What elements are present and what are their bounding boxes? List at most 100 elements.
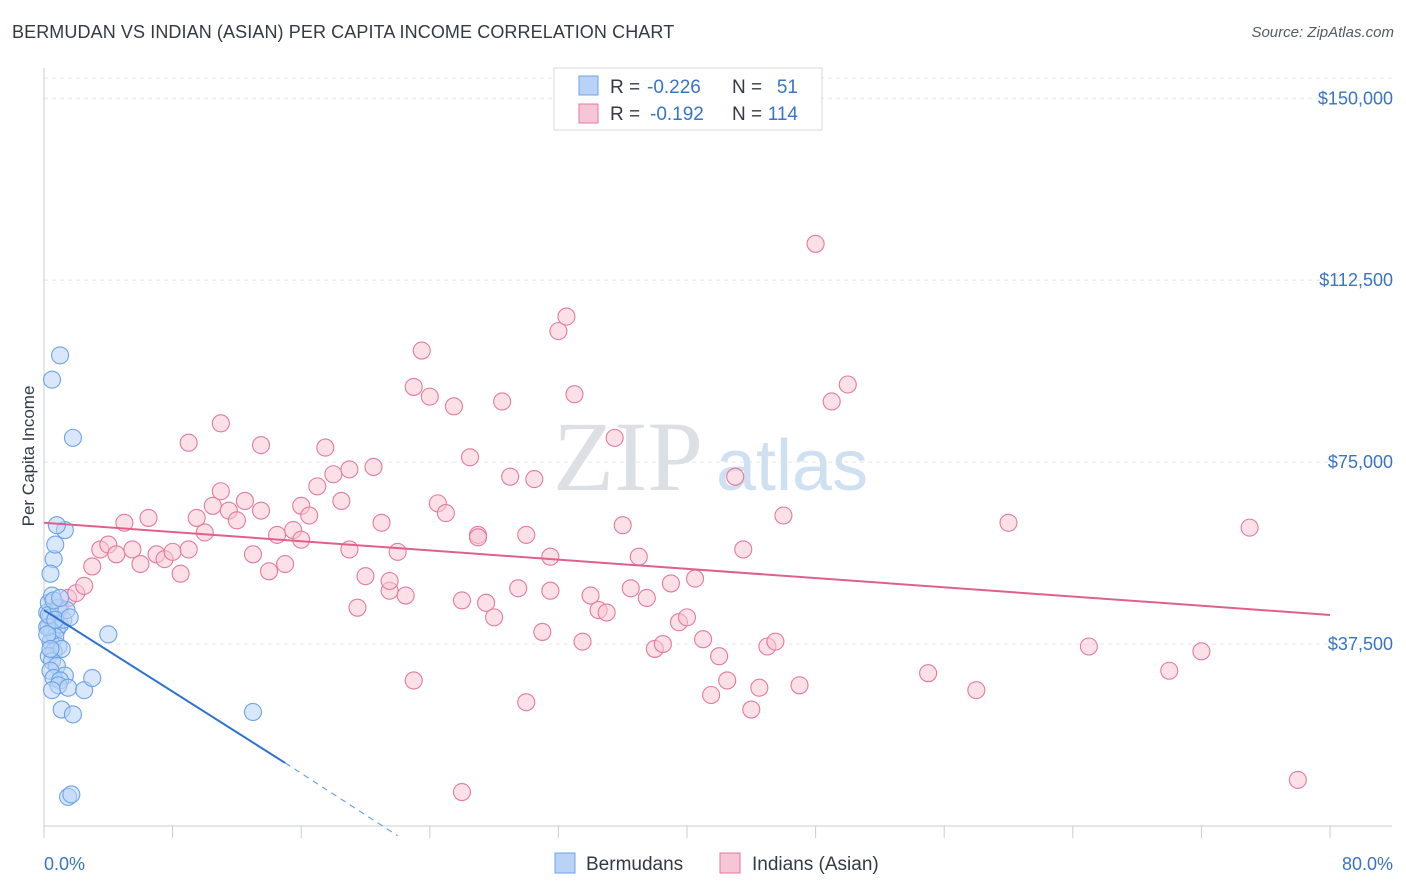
- y-tick-label: $150,000: [1318, 88, 1393, 108]
- indian-point: [235, 491, 254, 510]
- legend-swatch-bermudans: [578, 75, 599, 96]
- indian-point: [452, 782, 472, 802]
- x-tick-label: 0.0%: [44, 854, 85, 874]
- watermark: ZIP atlas: [553, 401, 868, 512]
- indian-point: [348, 598, 367, 617]
- indian-point: [1288, 770, 1307, 789]
- bermudan-point: [243, 702, 263, 722]
- indian-point: [460, 448, 480, 467]
- indian-point: [75, 576, 94, 595]
- legend: R = -0.226 N = 51 R = -0.192 N = 114: [553, 67, 823, 131]
- indian-point: [541, 581, 560, 600]
- indian-point: [999, 513, 1018, 532]
- bottom-legend-swatch-bermudans: [554, 852, 576, 874]
- y-tick-label: $37,500: [1328, 634, 1393, 654]
- indian-point: [685, 569, 705, 588]
- indian-point: [509, 579, 528, 598]
- indian-point: [838, 375, 857, 394]
- bermudan-point: [47, 516, 66, 535]
- legend-r-label: R =: [610, 104, 640, 125]
- indian-point: [259, 562, 279, 581]
- indian-point: [364, 457, 383, 477]
- indian-point: [1192, 642, 1211, 661]
- bermudan-point: [41, 564, 60, 583]
- bermudan-point: [63, 428, 82, 447]
- legend-r-label: R =: [610, 77, 640, 98]
- indian-point: [718, 671, 737, 690]
- indian-point: [356, 567, 375, 586]
- indian-point: [308, 477, 327, 496]
- bermudan-point: [42, 681, 62, 700]
- indian-point: [621, 579, 640, 598]
- indian-point: [525, 470, 544, 489]
- indian-point: [468, 528, 488, 547]
- indian-point: [774, 506, 793, 525]
- bermudan-point: [59, 678, 78, 697]
- indian-point: [919, 664, 938, 683]
- y-tick-label: $75,000: [1328, 452, 1393, 472]
- indian-point: [115, 513, 134, 532]
- indian-point: [404, 377, 423, 396]
- legend-n-value: 51: [777, 77, 798, 98]
- indian-point: [452, 591, 472, 610]
- axes: [43, 68, 1392, 838]
- indian-point: [1079, 637, 1098, 656]
- indian-point: [637, 588, 656, 608]
- indian-point: [123, 540, 142, 559]
- indian-point: [187, 508, 206, 527]
- indian-point: [83, 557, 102, 576]
- legend-n-label: N =: [732, 104, 762, 125]
- legend-n-value: 114: [768, 104, 799, 125]
- bottom-legend-indians: Indians (Asian): [752, 854, 879, 875]
- watermark-zip: ZIP: [553, 401, 703, 512]
- data-points: [38, 234, 1307, 806]
- indian-point: [107, 545, 126, 564]
- indian-point: [573, 632, 592, 651]
- indian-point: [629, 547, 648, 566]
- indian-point: [702, 685, 721, 705]
- bermudan-point: [99, 625, 118, 644]
- indian-point: [581, 586, 600, 605]
- indian-point: [653, 635, 672, 654]
- indian-point: [541, 547, 560, 566]
- bermudan-point: [51, 588, 70, 608]
- indian-point: [211, 414, 230, 433]
- indian-point: [485, 608, 504, 627]
- indian-point: [790, 676, 809, 695]
- indian-point: [131, 554, 150, 574]
- legend-box: [553, 67, 823, 131]
- indian-point: [677, 608, 697, 627]
- legend-n-label: N =: [732, 77, 762, 98]
- watermark-atlas: atlas: [716, 426, 868, 506]
- x-tick-label: 80.0%: [1342, 854, 1393, 874]
- legend-r-value: -0.226: [647, 77, 701, 98]
- indian-point: [195, 523, 214, 542]
- indian-point: [557, 307, 576, 326]
- indian-point: [549, 322, 568, 341]
- bottom-legend-bermudans: Bermudans: [586, 854, 683, 875]
- indian-point: [517, 525, 536, 544]
- legend-swatch-indians: [578, 103, 599, 124]
- bermudan-point: [83, 668, 102, 688]
- indian-point: [276, 554, 295, 574]
- indian-point: [710, 647, 729, 666]
- source-label: Source: ZipAtlas.com: [1251, 24, 1394, 41]
- indian-point: [597, 603, 616, 622]
- indian-point: [316, 438, 335, 457]
- indian-point: [227, 511, 246, 530]
- bermudan-point: [42, 370, 62, 389]
- indian-point: [179, 433, 198, 452]
- indian-point: [251, 501, 271, 520]
- bermudan-point: [51, 346, 70, 365]
- indian-point: [734, 540, 753, 559]
- indian-point: [243, 545, 263, 564]
- indian-point: [822, 392, 841, 411]
- indian-point: [1240, 518, 1259, 537]
- indian-point: [380, 571, 399, 591]
- indian-point: [388, 542, 407, 561]
- bermudan-point: [62, 785, 81, 804]
- indian-point: [300, 506, 319, 525]
- indian-point: [661, 574, 680, 593]
- bermudan-point: [63, 705, 82, 724]
- indian-point: [1160, 661, 1179, 680]
